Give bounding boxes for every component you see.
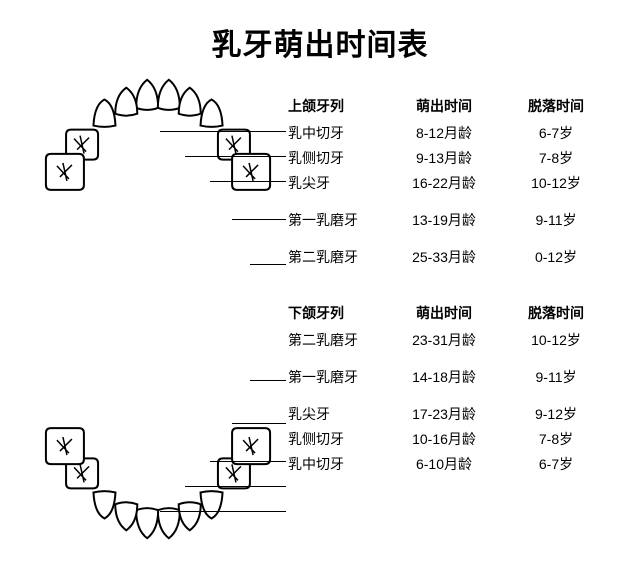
shed-time: 9-11岁	[500, 367, 612, 387]
tooth-name: 第二乳磨牙	[288, 330, 388, 350]
tooth-name: 第二乳磨牙	[288, 247, 388, 267]
shed-time: 9-12岁	[500, 404, 612, 424]
erupt-time: 14-18月龄	[388, 367, 500, 387]
col-erupt-header-2: 萌出时间	[388, 303, 500, 323]
leader-line	[210, 461, 286, 462]
erupt-time: 6-10月龄	[388, 454, 500, 474]
table-row: 第一乳磨牙13-19月龄9-11岁	[288, 207, 618, 232]
shed-time: 9-11岁	[500, 210, 612, 230]
leader-line	[160, 511, 286, 512]
table-row: 第二乳磨牙23-31月龄10-12岁	[288, 327, 618, 352]
upper-header-row: 上颌牙列 萌出时间 脱落时间	[288, 92, 618, 120]
tooth-outline	[158, 80, 180, 110]
shed-time: 0-12岁	[500, 247, 612, 267]
shed-time: 10-12岁	[500, 330, 612, 350]
tooth-outline	[158, 508, 180, 538]
shed-time: 10-12岁	[500, 173, 612, 193]
shed-time: 6-7岁	[500, 454, 612, 474]
tooth-outline	[93, 100, 115, 127]
table-row: 乳中切牙8-12月龄6-7岁	[288, 120, 618, 145]
tooth-name: 乳中切牙	[288, 123, 388, 143]
erupt-time: 13-19月龄	[388, 210, 500, 230]
tooth-outline	[115, 502, 137, 530]
lower-header-row: 下颌牙列 萌出时间 脱落时间	[288, 299, 618, 327]
leader-line	[232, 423, 286, 424]
erupt-time: 8-12月龄	[388, 123, 500, 143]
page-title: 乳牙萌出时间表	[0, 0, 640, 64]
col-shed-header-2: 脱落时间	[500, 303, 612, 323]
table-row: 乳尖牙16-22月龄10-12岁	[288, 170, 618, 195]
erupt-time: 17-23月龄	[388, 404, 500, 424]
table-row: 乳侧切牙9-13月龄7-8岁	[288, 145, 618, 170]
tooth-name: 第一乳磨牙	[288, 367, 388, 387]
tooth-name: 乳侧切牙	[288, 429, 388, 449]
shed-time: 6-7岁	[500, 123, 612, 143]
tooth-name: 乳尖牙	[288, 173, 388, 193]
tooth-outline	[136, 80, 158, 110]
tooth-outline	[136, 508, 158, 538]
col-erupt-header: 萌出时间	[388, 96, 500, 116]
shed-time: 7-8岁	[500, 429, 612, 449]
tooth-name: 乳侧切牙	[288, 148, 388, 168]
lower-arch-label: 下颌牙列	[288, 303, 388, 323]
shed-time: 7-8岁	[500, 148, 612, 168]
erupt-time: 9-13月龄	[388, 148, 500, 168]
leader-line	[210, 181, 286, 182]
erupt-time: 23-31月龄	[388, 330, 500, 350]
leader-line	[160, 131, 286, 132]
leader-line	[232, 219, 286, 220]
tooth-outline	[179, 88, 201, 116]
leader-line	[185, 156, 286, 157]
table-row: 第二乳磨牙25-33月龄0-12岁	[288, 244, 618, 269]
tooth-outline	[201, 491, 223, 518]
eruption-table: 上颌牙列 萌出时间 脱落时间 乳中切牙8-12月龄6-7岁乳侧切牙9-13月龄7…	[288, 92, 618, 476]
table-row: 乳尖牙17-23月龄9-12岁	[288, 401, 618, 426]
tooth-outline	[201, 100, 223, 127]
teeth-diagram	[28, 75, 280, 550]
tooth-name: 第一乳磨牙	[288, 210, 388, 230]
upper-arch-label: 上颌牙列	[288, 96, 388, 116]
tooth-name: 乳中切牙	[288, 454, 388, 474]
col-shed-header: 脱落时间	[500, 96, 612, 116]
tooth-name: 乳尖牙	[288, 404, 388, 424]
erupt-time: 10-16月龄	[388, 429, 500, 449]
tooth-outline	[115, 88, 137, 116]
leader-line	[250, 264, 286, 265]
leader-line	[250, 380, 286, 381]
erupt-time: 16-22月龄	[388, 173, 500, 193]
table-row: 乳侧切牙10-16月龄7-8岁	[288, 426, 618, 451]
tooth-outline	[179, 502, 201, 530]
leader-line	[185, 486, 286, 487]
table-row: 乳中切牙6-10月龄6-7岁	[288, 451, 618, 476]
tooth-outline	[93, 491, 115, 518]
table-row: 第一乳磨牙14-18月龄9-11岁	[288, 364, 618, 389]
erupt-time: 25-33月龄	[388, 247, 500, 267]
